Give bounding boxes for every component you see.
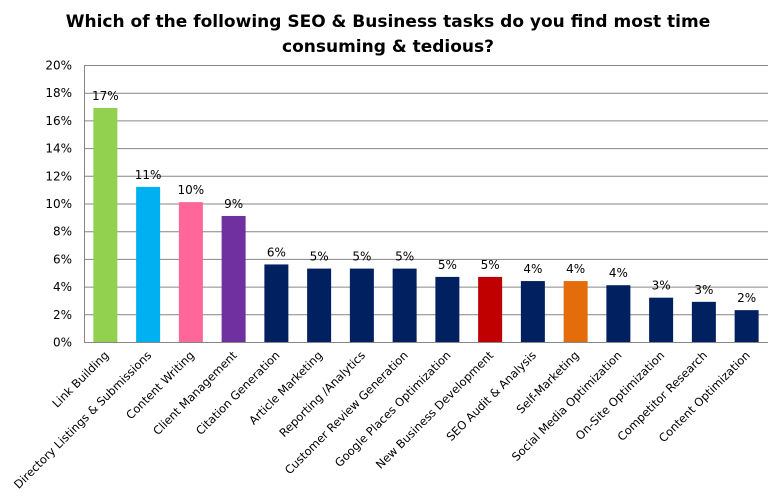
x-category-label: Article Marketing [246, 348, 325, 427]
bar [392, 268, 417, 342]
y-tick-label: 18% [45, 86, 72, 100]
bar [563, 281, 588, 342]
bar [478, 276, 503, 342]
bar [606, 285, 631, 342]
y-tick-label: 20% [45, 59, 72, 73]
bar [520, 281, 545, 342]
y-tick-label: 14% [45, 142, 72, 156]
data-label: 5% [310, 250, 329, 264]
bar [349, 268, 374, 342]
data-label: 9% [224, 197, 243, 211]
data-label: 10% [178, 183, 205, 197]
data-label: 4% [523, 262, 542, 276]
y-tick-label: 12% [45, 169, 72, 183]
y-tick-label: 2% [53, 308, 72, 322]
data-label: 4% [566, 262, 585, 276]
data-label: 6% [267, 245, 286, 259]
data-label: 3% [694, 283, 713, 297]
y-tick-label: 6% [53, 252, 72, 266]
bar [136, 186, 161, 342]
data-label: 17% [92, 89, 119, 103]
bar [264, 264, 289, 342]
bar [221, 215, 246, 342]
data-label: 5% [438, 258, 457, 272]
data-label: 4% [609, 266, 628, 280]
chart-title-line-1: Which of the following SEO & Business ta… [65, 12, 711, 32]
bar [93, 107, 118, 342]
chart-title: Which of the following SEO & Business ta… [0, 10, 776, 60]
bar [691, 301, 716, 342]
bar [435, 276, 460, 342]
bar [178, 202, 203, 342]
y-tick-label: 10% [45, 197, 72, 211]
data-label: 5% [352, 250, 371, 264]
data-label: 11% [135, 168, 162, 182]
y-tick-label: 4% [53, 280, 72, 294]
y-tick-label: 8% [53, 225, 72, 239]
chart-title-line-2: consuming & tedious? [282, 37, 494, 57]
data-label: 5% [481, 258, 500, 272]
data-label: 2% [737, 291, 756, 305]
y-tick-label: 0% [53, 336, 72, 350]
bar [734, 310, 759, 342]
data-label: 3% [652, 279, 671, 293]
data-label: 5% [395, 250, 414, 264]
y-tick-label: 16% [45, 114, 72, 128]
x-category-label: Citation Generation [193, 348, 283, 438]
bar [307, 268, 332, 342]
bar [649, 297, 674, 342]
